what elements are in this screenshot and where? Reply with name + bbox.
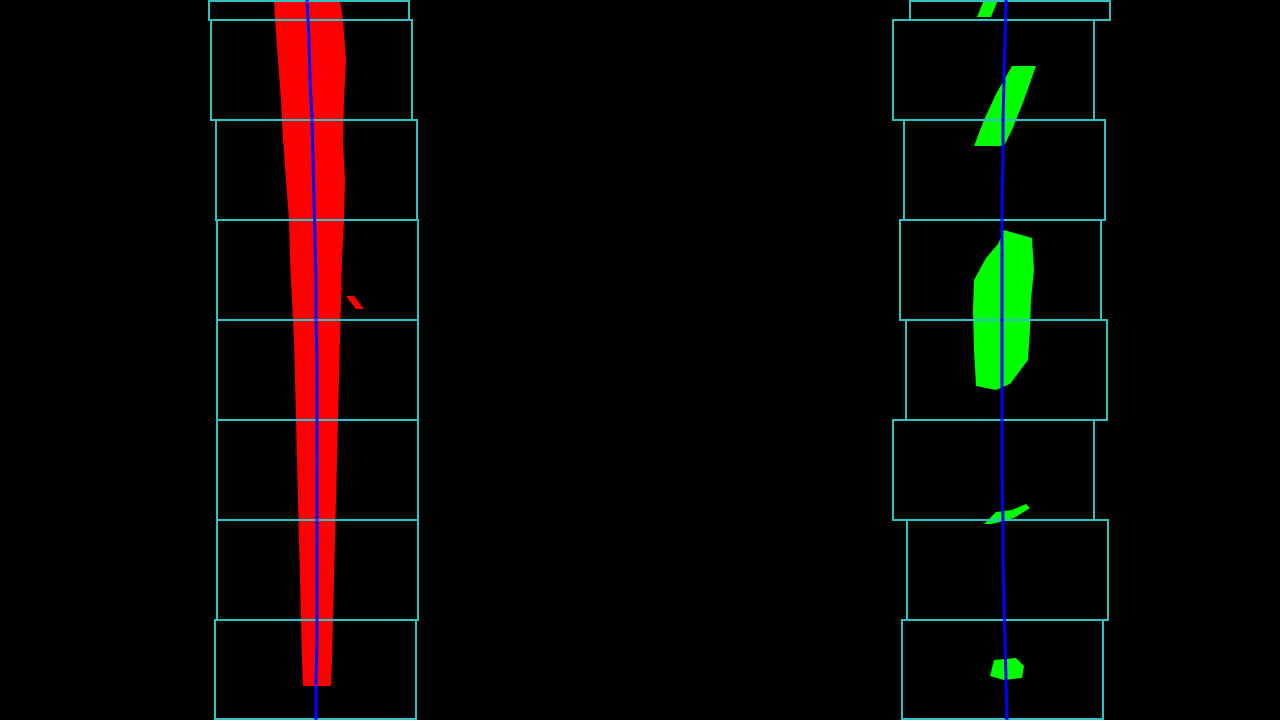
left-fit-line	[305, 0, 319, 720]
left-lane-pixel-fragment	[346, 296, 364, 309]
right-search-window-8	[901, 619, 1104, 720]
right-lane-pixel-fragment-upper	[974, 66, 1036, 146]
right-lane-pixel-fragment-top	[977, 0, 998, 17]
left-lane-pixels	[274, 0, 364, 686]
left-lane-pixel-fragment-2	[333, 282, 343, 290]
right-fit-line	[1000, 0, 1009, 720]
left-lane-pixel-blob	[274, 0, 346, 686]
